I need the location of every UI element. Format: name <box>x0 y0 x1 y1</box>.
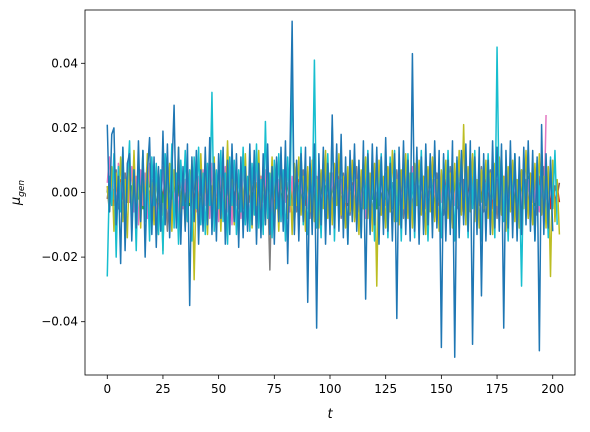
x-tick-label: 75 <box>267 382 282 396</box>
y-axis: −0.04 −0.02 0.00 0.02 0.04 <box>41 56 85 329</box>
y-tick-label: 0.02 <box>51 121 78 135</box>
y-tick-label: −0.04 <box>41 315 78 329</box>
series-line-7 <box>106 20 554 358</box>
y-axis-label-subscript: gen <box>17 180 27 197</box>
y-tick-label: 0.04 <box>51 56 78 70</box>
y-tick-label: −0.02 <box>41 250 78 264</box>
x-tick-label: 25 <box>155 382 170 396</box>
x-tick-label: 50 <box>211 382 226 396</box>
x-tick-label: 200 <box>541 382 564 396</box>
x-tick-label: 0 <box>103 382 111 396</box>
y-tick-label: 0.00 <box>51 186 78 200</box>
x-axis: 0 25 50 75 100 125 150 175 200 <box>103 375 564 396</box>
x-tick-label: 175 <box>486 382 509 396</box>
x-tick-label: 150 <box>430 382 453 396</box>
plot-lines <box>106 20 561 358</box>
x-tick-label: 100 <box>319 382 342 396</box>
y-axis-label-main: μ <box>9 197 24 206</box>
x-axis-label: t <box>327 407 333 422</box>
y-axis-label: μgen <box>9 180 27 207</box>
x-tick-label: 125 <box>374 382 397 396</box>
